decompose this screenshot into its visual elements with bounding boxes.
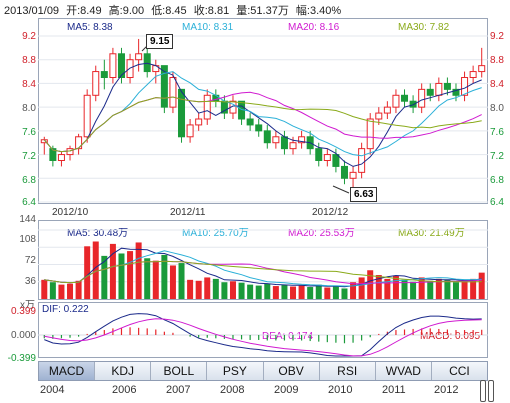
quote-header: 2013/01/09 开:8.49 高:9.00 低:8.45 收:8.81 量…: [4, 2, 345, 18]
quote-high: 高:9.00: [108, 5, 145, 17]
high-price-marker: 9.15: [146, 34, 174, 49]
macd-value-legend: MACD: 0.095: [420, 331, 481, 342]
price-axis-right-0: 9.2: [490, 31, 504, 42]
tab-rsi[interactable]: RSI: [320, 362, 376, 380]
price-axis-right-4: 7.6: [490, 127, 504, 138]
vol-axis-1: 108: [19, 234, 36, 245]
low-price-marker: 6.63: [350, 187, 378, 202]
price-axis-right-2: 8.4: [490, 79, 504, 90]
quote-volume: 量:51.37万: [236, 5, 289, 17]
vol-ma10-legend: MA10: 25.70万: [182, 228, 249, 239]
price-chart-panel[interactable]: [38, 18, 488, 204]
vol-unit-label: x万: [20, 300, 35, 311]
year-label: 2010: [328, 384, 353, 396]
date-label-nov: 2012/11: [170, 207, 206, 218]
timeline-years[interactable]: 2004 2006 2007 2008 2009 2010 2011 2012: [38, 384, 488, 400]
quote-low: 低:8.45: [151, 5, 187, 17]
price-axis-right-7: 6.4: [490, 197, 504, 208]
price-ma20-legend: MA20: 8.16: [288, 22, 340, 33]
macd-axis-2: -0.399: [7, 353, 36, 364]
year-label: 2009: [274, 384, 299, 396]
price-axis-left-3: 8.0: [22, 103, 36, 114]
year-label: 2006: [112, 384, 137, 396]
vol-axis-3: 36: [24, 276, 36, 287]
price-axis-right-5: 7.2: [490, 151, 504, 162]
tab-obv[interactable]: OBV: [264, 362, 320, 380]
tab-kdj[interactable]: KDJ: [95, 362, 152, 380]
vol-ma20-legend: MA20: 25.53万: [288, 228, 355, 239]
quote-close: 收:8.81: [193, 5, 230, 17]
macd-axis-1: 0.000: [10, 330, 36, 341]
date-label-dec: 2012/12: [312, 207, 349, 218]
tab-psy[interactable]: PSY: [207, 362, 264, 380]
year-label: 2004: [40, 384, 65, 396]
macd-chart-panel[interactable]: [38, 302, 488, 358]
date-label-oct: 2012/10: [52, 207, 89, 218]
year-label: 2012: [434, 384, 459, 396]
price-axis-left-0: 9.2: [22, 31, 36, 42]
price-ma30-legend: MA30: 7.82: [398, 22, 450, 33]
price-axis-left-7: 6.4: [22, 197, 36, 208]
vol-axis-0: 144: [19, 214, 36, 225]
price-axis-left-2: 8.4: [22, 79, 36, 90]
year-label: 2008: [220, 384, 245, 396]
tab-cci[interactable]: CCI: [449, 364, 470, 378]
price-axis-right-1: 8.8: [490, 55, 504, 66]
price-ma5-legend: MA5: 8.38: [67, 22, 113, 33]
price-ma10-legend: MA10: 8.31: [182, 22, 234, 33]
indicator-tab-bar: MACD KDJ BOLL PSY OBV RSI WVAD CCI: [38, 361, 488, 381]
tab-macd[interactable]: MACD: [39, 362, 96, 380]
timeline-right-handle[interactable]: [488, 380, 494, 402]
quote-change: 幅:3.40%: [295, 5, 342, 17]
vol-axis-2: 72: [24, 255, 36, 266]
price-axis-right-6: 6.8: [490, 175, 504, 186]
macd-dif-legend: DIF: 0.222: [42, 304, 89, 315]
year-label: 2011: [382, 384, 406, 396]
vol-ma5-legend: MA5: 30.48万: [67, 228, 129, 239]
price-axis-left-4: 7.6: [22, 127, 36, 138]
price-axis-right-3: 8.0: [490, 103, 504, 114]
vol-ma30-legend: MA30: 21.49万: [398, 228, 465, 239]
year-label: 2007: [166, 384, 191, 396]
macd-dea-legend: DEA: 0.174: [262, 331, 314, 342]
quote-date: 2013/01/09: [4, 5, 60, 17]
tab-wvad[interactable]: WVAD: [376, 362, 432, 380]
timeline-left-handle[interactable]: [480, 380, 486, 402]
quote-open: 开:8.49: [66, 5, 102, 17]
volume-chart-panel[interactable]: [38, 220, 488, 300]
price-axis-left-6: 6.8: [22, 175, 36, 186]
price-axis-left-5: 7.2: [22, 151, 36, 162]
price-axis-left-1: 8.8: [22, 55, 36, 66]
tab-boll[interactable]: BOLL: [151, 362, 208, 380]
macd-axis-0: 0.399: [10, 306, 36, 317]
